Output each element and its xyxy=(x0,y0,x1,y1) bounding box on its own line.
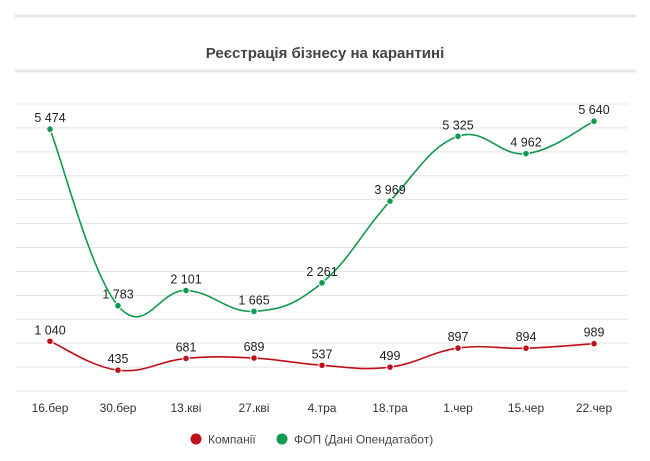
data-label-kompanii: 894 xyxy=(516,330,537,344)
x-tick-label: 27.кві xyxy=(239,401,270,415)
x-tick-label: 13.кві xyxy=(171,401,202,415)
data-point-kompanii xyxy=(590,339,598,348)
data-label-fop: 2 101 xyxy=(170,273,201,287)
x-tick-label: 16.бер xyxy=(32,401,69,415)
legend-label-fop: ФОП (Дані Опендатабот) xyxy=(294,433,433,447)
x-tick-label: 1.чер xyxy=(443,401,473,415)
data-point-fop xyxy=(46,125,54,133)
x-axis: 16.бер 30.бер 13.кві 27.кві 4.тра 18.тра 1.чер… xyxy=(32,401,613,415)
data-point-fop xyxy=(250,307,258,316)
data-label-kompanii: 1 040 xyxy=(34,323,65,337)
data-label-fop: 5 474 xyxy=(34,111,65,125)
legend-marker-fop xyxy=(276,433,288,445)
data-label-kompanii: 989 xyxy=(584,326,605,340)
data-point-kompanii xyxy=(182,354,190,363)
x-tick-label: 30.бер xyxy=(100,401,137,415)
data-point-fop xyxy=(182,286,190,295)
data-point-fop xyxy=(386,197,394,205)
data-label-kompanii: 499 xyxy=(380,349,401,363)
data-point-kompanii xyxy=(386,363,394,371)
data-label-kompanii: 689 xyxy=(244,340,265,354)
data-label-fop: 5 325 xyxy=(442,118,473,132)
x-tick-label: 22.чер xyxy=(576,401,613,415)
x-tick-label: 4.тра xyxy=(308,401,337,415)
data-label-fop: 4 962 xyxy=(510,136,541,150)
data-label-fop: 1 783 xyxy=(102,288,133,302)
data-point-kompanii xyxy=(250,354,258,362)
data-label-kompanii: 537 xyxy=(312,347,333,361)
data-point-fop xyxy=(590,117,598,126)
data-point-kompanii xyxy=(114,366,122,374)
data-point-kompanii xyxy=(454,344,462,352)
data-label-kompanii: 681 xyxy=(176,340,197,354)
series-layer xyxy=(46,117,598,374)
data-point-fop xyxy=(114,301,122,310)
data-labels: 1 040 435 681 689 537 499 897 894 989 5 474 1 783 2… xyxy=(34,103,609,366)
data-point-fop xyxy=(522,149,530,158)
legend-item-fop[interactable]: ФОП (Дані Опендатабот) xyxy=(276,433,434,447)
data-point-kompanii xyxy=(46,337,54,346)
x-tick-label: 18.тра xyxy=(372,401,408,415)
data-label-fop: 1 665 xyxy=(238,293,269,307)
legend-item-kompanii[interactable]: Компанії xyxy=(190,433,257,447)
data-label-fop: 5 640 xyxy=(578,103,609,117)
data-point-fop xyxy=(318,279,326,287)
data-point-kompanii xyxy=(522,344,530,353)
legend-label-kompanii: Компанії xyxy=(208,433,256,447)
chart-title: Реєстрація бізнесу на карантині xyxy=(206,45,444,62)
data-label-kompanii: 897 xyxy=(448,330,469,344)
data-label-kompanii: 435 xyxy=(108,352,129,366)
data-point-fop xyxy=(454,132,462,141)
data-point-kompanii xyxy=(318,361,326,370)
legend[interactable]: Компанії ФОП (Дані Опендатабот) xyxy=(190,433,434,447)
legend-marker-kompanii xyxy=(190,433,202,445)
x-tick-label: 15.чер xyxy=(508,401,545,415)
data-label-fop: 2 261 xyxy=(306,265,337,279)
data-label-fop: 3 969 xyxy=(374,183,405,197)
